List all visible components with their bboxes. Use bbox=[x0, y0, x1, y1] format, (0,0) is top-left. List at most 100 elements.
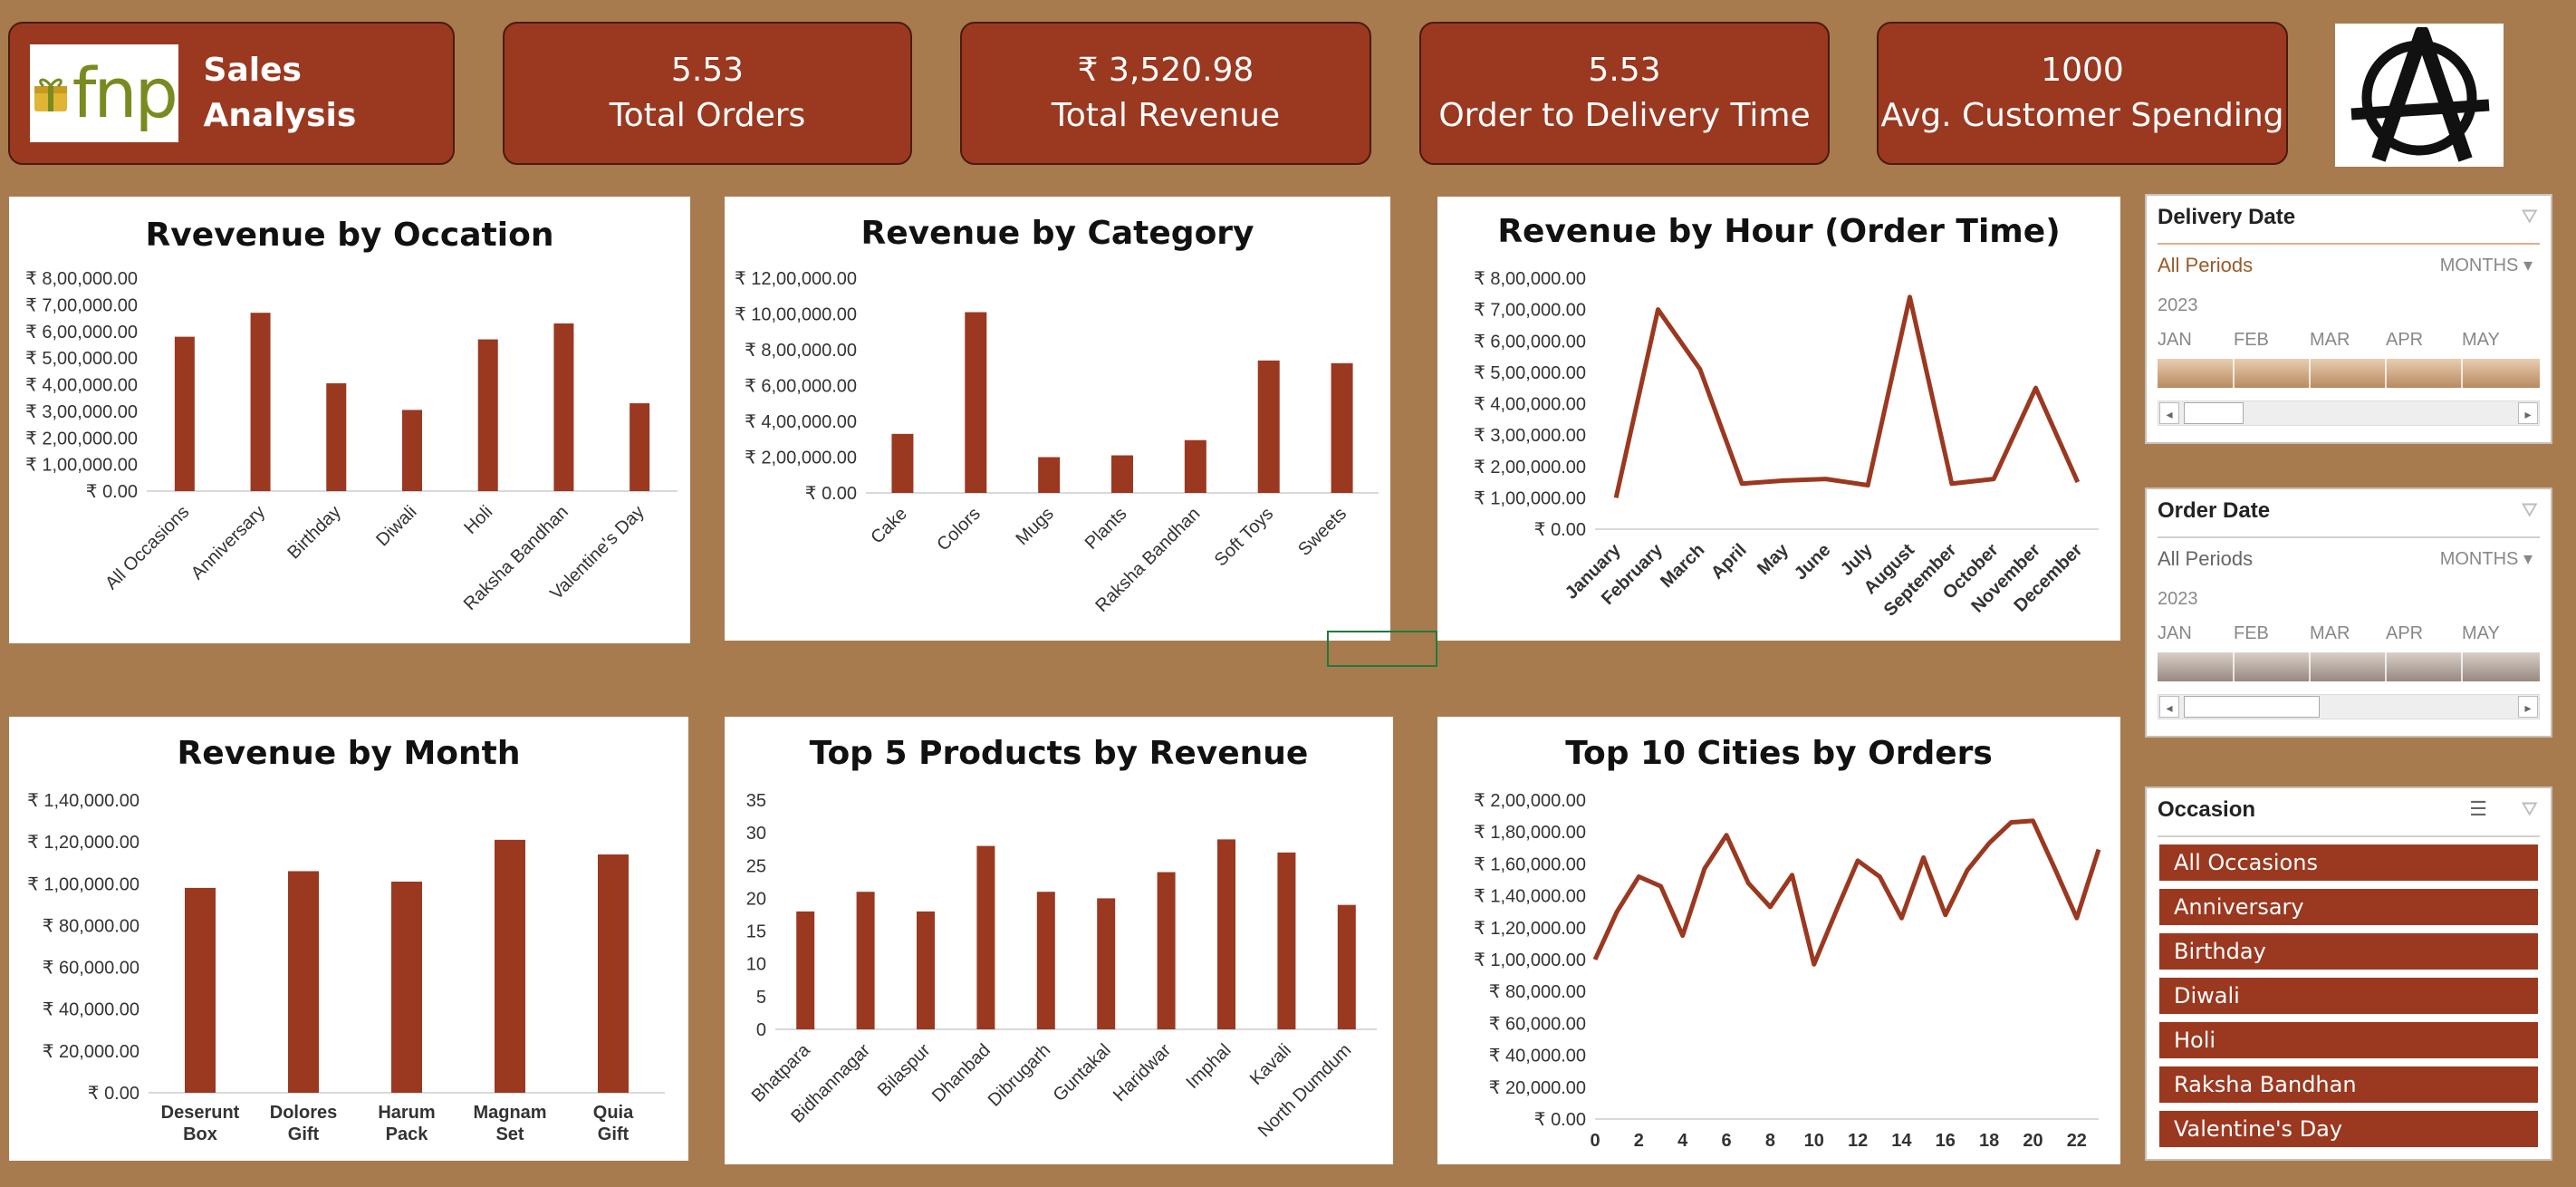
bar bbox=[917, 911, 935, 1029]
clear-filter-icon[interactable]: ⛛ bbox=[2521, 205, 2538, 227]
occasion-item[interactable]: Valentine's Day bbox=[2159, 1111, 2538, 1147]
y-tick-label: ₹ 40,000.00 bbox=[43, 1000, 139, 1020]
x-tick-label: Kavali bbox=[1246, 1040, 1295, 1089]
y-tick-label: ₹ 4,00,000.00 bbox=[1474, 395, 1586, 415]
bar bbox=[174, 336, 195, 491]
x-tick-label: Mugs bbox=[1013, 504, 1058, 549]
all-periods-label[interactable]: All Periods bbox=[2158, 547, 2254, 570]
occasion-item[interactable]: Birthday bbox=[2159, 933, 2538, 970]
slicer-title: Occasion bbox=[2158, 797, 2256, 822]
bar bbox=[1111, 455, 1133, 493]
timeline-bar[interactable] bbox=[2158, 359, 2540, 388]
x-tick-label: Harum bbox=[378, 1103, 435, 1123]
year-label: 2023 bbox=[2158, 589, 2198, 609]
bar bbox=[1097, 898, 1116, 1029]
y-tick-label: ₹ 1,20,000.00 bbox=[1474, 919, 1586, 939]
bar bbox=[477, 339, 498, 491]
timeline-scrollbar[interactable]: ◂ ▸ bbox=[2158, 694, 2540, 719]
scroll-thumb[interactable] bbox=[2184, 402, 2244, 424]
bar bbox=[1157, 872, 1176, 1029]
x-tick-label: Dolores bbox=[270, 1103, 337, 1123]
bar bbox=[1331, 362, 1353, 493]
y-tick-label: ₹ 1,00,000.00 bbox=[27, 874, 139, 894]
y-tick-label: ₹ 1,00,000.00 bbox=[25, 456, 138, 476]
time-level-dropdown[interactable]: MONTHS ▾ bbox=[2440, 547, 2533, 570]
chart-plot-occasion: ₹ 0.00 ₹ 1,00,000.00 ₹ 2,00,000.00 ₹ 3,00,0… bbox=[25, 269, 678, 614]
month-label: MAR bbox=[2310, 623, 2350, 643]
occasion-item[interactable]: Anniversary bbox=[2159, 889, 2538, 925]
chart-revenue-by-month: Revenue by Month ₹ 0.00 ₹ 20,000.00 ₹ 40,0… bbox=[9, 717, 688, 1161]
occasion-item[interactable]: All Occasions bbox=[2159, 844, 2538, 881]
all-periods-label[interactable]: All Periods bbox=[2158, 254, 2254, 276]
x-tick-label: All Occasions bbox=[101, 502, 193, 594]
chart-title: Revenue by Month bbox=[177, 735, 521, 772]
occasion-item[interactable]: Holi bbox=[2159, 1022, 2538, 1058]
scroll-thumb[interactable] bbox=[2184, 696, 2320, 718]
scroll-right-icon[interactable]: ▸ bbox=[2518, 696, 2538, 718]
y-tick-label: ₹ 1,40,000.00 bbox=[27, 791, 139, 811]
y-tick-label: ₹ 12,00,000.00 bbox=[735, 269, 857, 289]
month-label: MAY bbox=[2462, 330, 2500, 350]
y-tick-label: ₹ 1,60,000.00 bbox=[1474, 854, 1586, 874]
scroll-left-icon[interactable]: ◂ bbox=[2159, 696, 2179, 718]
y-tick-label: ₹ 80,000.00 bbox=[1489, 982, 1586, 1002]
occasion-item[interactable]: Diwali bbox=[2159, 978, 2538, 1014]
scroll-right-icon[interactable]: ▸ bbox=[2518, 402, 2538, 424]
y-tick-label: ₹ 5,00,000.00 bbox=[1474, 363, 1586, 383]
bar bbox=[965, 312, 987, 493]
bar bbox=[891, 433, 914, 493]
x-tick-label: Magnam bbox=[473, 1103, 546, 1123]
x-tick-label: Imphal bbox=[1183, 1040, 1235, 1093]
clear-filter-icon[interactable]: ⛛ bbox=[2521, 498, 2538, 521]
chevron-down-icon: ▾ bbox=[2523, 549, 2533, 569]
bar bbox=[1038, 457, 1061, 493]
bar bbox=[1337, 904, 1356, 1029]
bar bbox=[1036, 892, 1055, 1029]
y-tick-label: ₹ 8,00,000.00 bbox=[25, 269, 138, 289]
occasion-item[interactable]: Raksha Bandhan bbox=[2159, 1066, 2538, 1103]
series-line bbox=[1592, 818, 2101, 967]
timeline-bar[interactable] bbox=[2158, 652, 2540, 681]
chart-plot-cities: ₹ 0.00 ₹ 20,000.00 ₹ 40,000.00 ₹ 60,000.00 ₹… bbox=[1474, 791, 2101, 1151]
x-tick-label: June bbox=[1791, 540, 1835, 584]
time-level-dropdown[interactable]: MONTHS ▾ bbox=[2440, 254, 2533, 276]
chart-plot-category: ₹ 0.00 ₹ 2,00,000.00 ₹ 4,00,000.00 ₹ 6,00,0… bbox=[735, 269, 1379, 616]
multi-select-icon[interactable]: ☰ bbox=[2469, 797, 2487, 820]
bar bbox=[495, 839, 525, 1093]
kpi-value: ₹ 3,520.98 bbox=[1077, 52, 1254, 89]
kpi-label: Order to Delivery Time bbox=[1438, 97, 1811, 134]
chart-title: Top 10 Cities by Orders bbox=[1565, 735, 1993, 772]
bar bbox=[796, 911, 815, 1029]
anarchy-logo bbox=[2335, 24, 2504, 167]
chart-plot-month: ₹ 0.00 ₹ 20,000.00 ₹ 40,000.00 ₹ 60,000.00 ₹… bbox=[27, 791, 665, 1144]
clear-filter-icon[interactable]: ⛛ bbox=[2521, 797, 2538, 820]
chart-plot-hour: ₹ 0.00 ₹ 1,00,000.00 ₹ 2,00,000.00 ₹ 3,00,0… bbox=[1474, 269, 2099, 621]
x-tick-label: March bbox=[1657, 540, 1708, 592]
bar bbox=[250, 313, 271, 491]
kpi-total-revenue: ₹ 3,520.98 Total Revenue bbox=[960, 22, 1371, 165]
bar bbox=[402, 410, 422, 491]
slicer-order-date[interactable]: Order Date ⛛ All Periods MONTHS ▾ 2023 J… bbox=[2145, 487, 2552, 738]
bar bbox=[630, 403, 650, 491]
y-tick-label: ₹ 20,000.00 bbox=[43, 1042, 139, 1062]
y-tick-label: ₹ 3,00,000.00 bbox=[25, 402, 138, 422]
kpi-label: Total Orders bbox=[609, 97, 806, 134]
x-tick-label: 20 bbox=[2023, 1131, 2043, 1151]
divider bbox=[2158, 243, 2540, 245]
timeline-scrollbar[interactable]: ◂ ▸ bbox=[2158, 400, 2540, 426]
selected-cell[interactable] bbox=[1327, 631, 1437, 667]
month-label: JAN bbox=[2158, 623, 2192, 643]
y-tick-label: ₹ 80,000.00 bbox=[43, 916, 139, 936]
y-tick-label: ₹ 1,40,000.00 bbox=[1474, 887, 1586, 907]
y-tick-label: 20 bbox=[746, 889, 766, 909]
chart-title: Top 5 Products by Revenue bbox=[809, 735, 1309, 772]
scroll-left-icon[interactable]: ◂ bbox=[2159, 402, 2179, 424]
bar bbox=[326, 383, 347, 491]
y-tick-label: ₹ 1,00,000.00 bbox=[1474, 488, 1586, 508]
x-tick-label: Deserunt bbox=[161, 1103, 240, 1123]
y-tick-label: 25 bbox=[746, 856, 766, 876]
y-tick-label: ₹ 1,00,000.00 bbox=[1474, 951, 1586, 970]
slicer-occasion[interactable]: Occasion ☰ ⛛ All Occasions Anniversary B… bbox=[2145, 787, 2552, 1161]
y-tick-label: ₹ 3,00,000.00 bbox=[1474, 426, 1586, 446]
slicer-delivery-date[interactable]: Delivery Date ⛛ All Periods MONTHS ▾ 202… bbox=[2145, 194, 2552, 444]
